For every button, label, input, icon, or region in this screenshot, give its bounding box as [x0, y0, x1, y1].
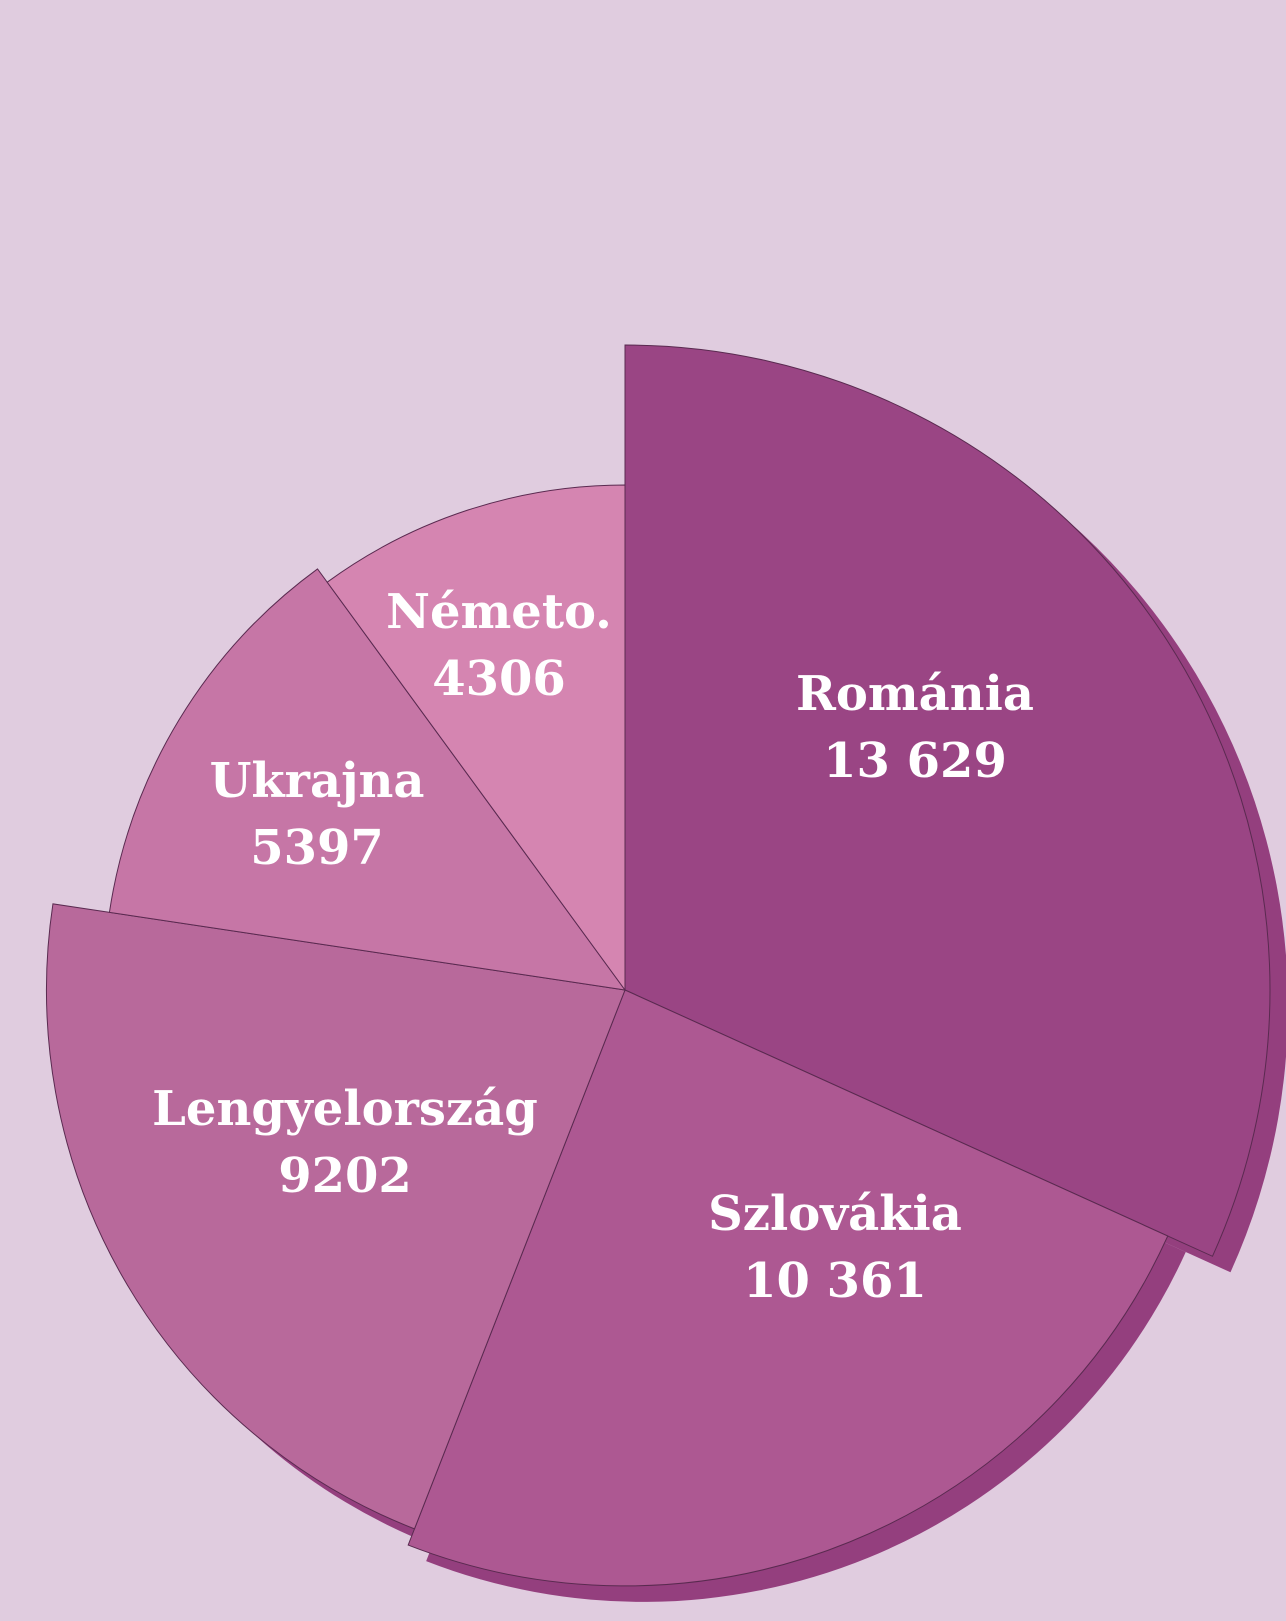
slice-nemeto: [326, 484, 626, 992]
slice-value-lengyelorszag: 9202: [278, 1148, 412, 1204]
slices: [46, 344, 1271, 1587]
slice-value-nemeto: 4306: [432, 651, 566, 707]
slice-label-lengyelorszag: Lengyelország: [152, 1081, 538, 1137]
slice-value-szlovakia: 10 361: [743, 1253, 927, 1309]
slice-romania: [624, 344, 1271, 1257]
slice-value-romania: 13 629: [823, 733, 1007, 789]
slice-value-ukrajna: 5397: [250, 820, 384, 876]
slice-ukrajna: [108, 568, 627, 991]
slice-lengyelorszag: [46, 903, 626, 1530]
slice-label-szlovakia: Szlovákia: [708, 1186, 962, 1242]
slice-label-nemeto: Németo.: [386, 584, 612, 640]
slice-labels: Románia 13 629 Szlovákia 10 361 Lengyelorszá…: [152, 584, 1034, 1309]
slice-label-romania: Románia: [796, 666, 1034, 722]
slice-label-ukrajna: Ukrajna: [210, 753, 425, 809]
slice-szlovakia: [407, 989, 1169, 1587]
